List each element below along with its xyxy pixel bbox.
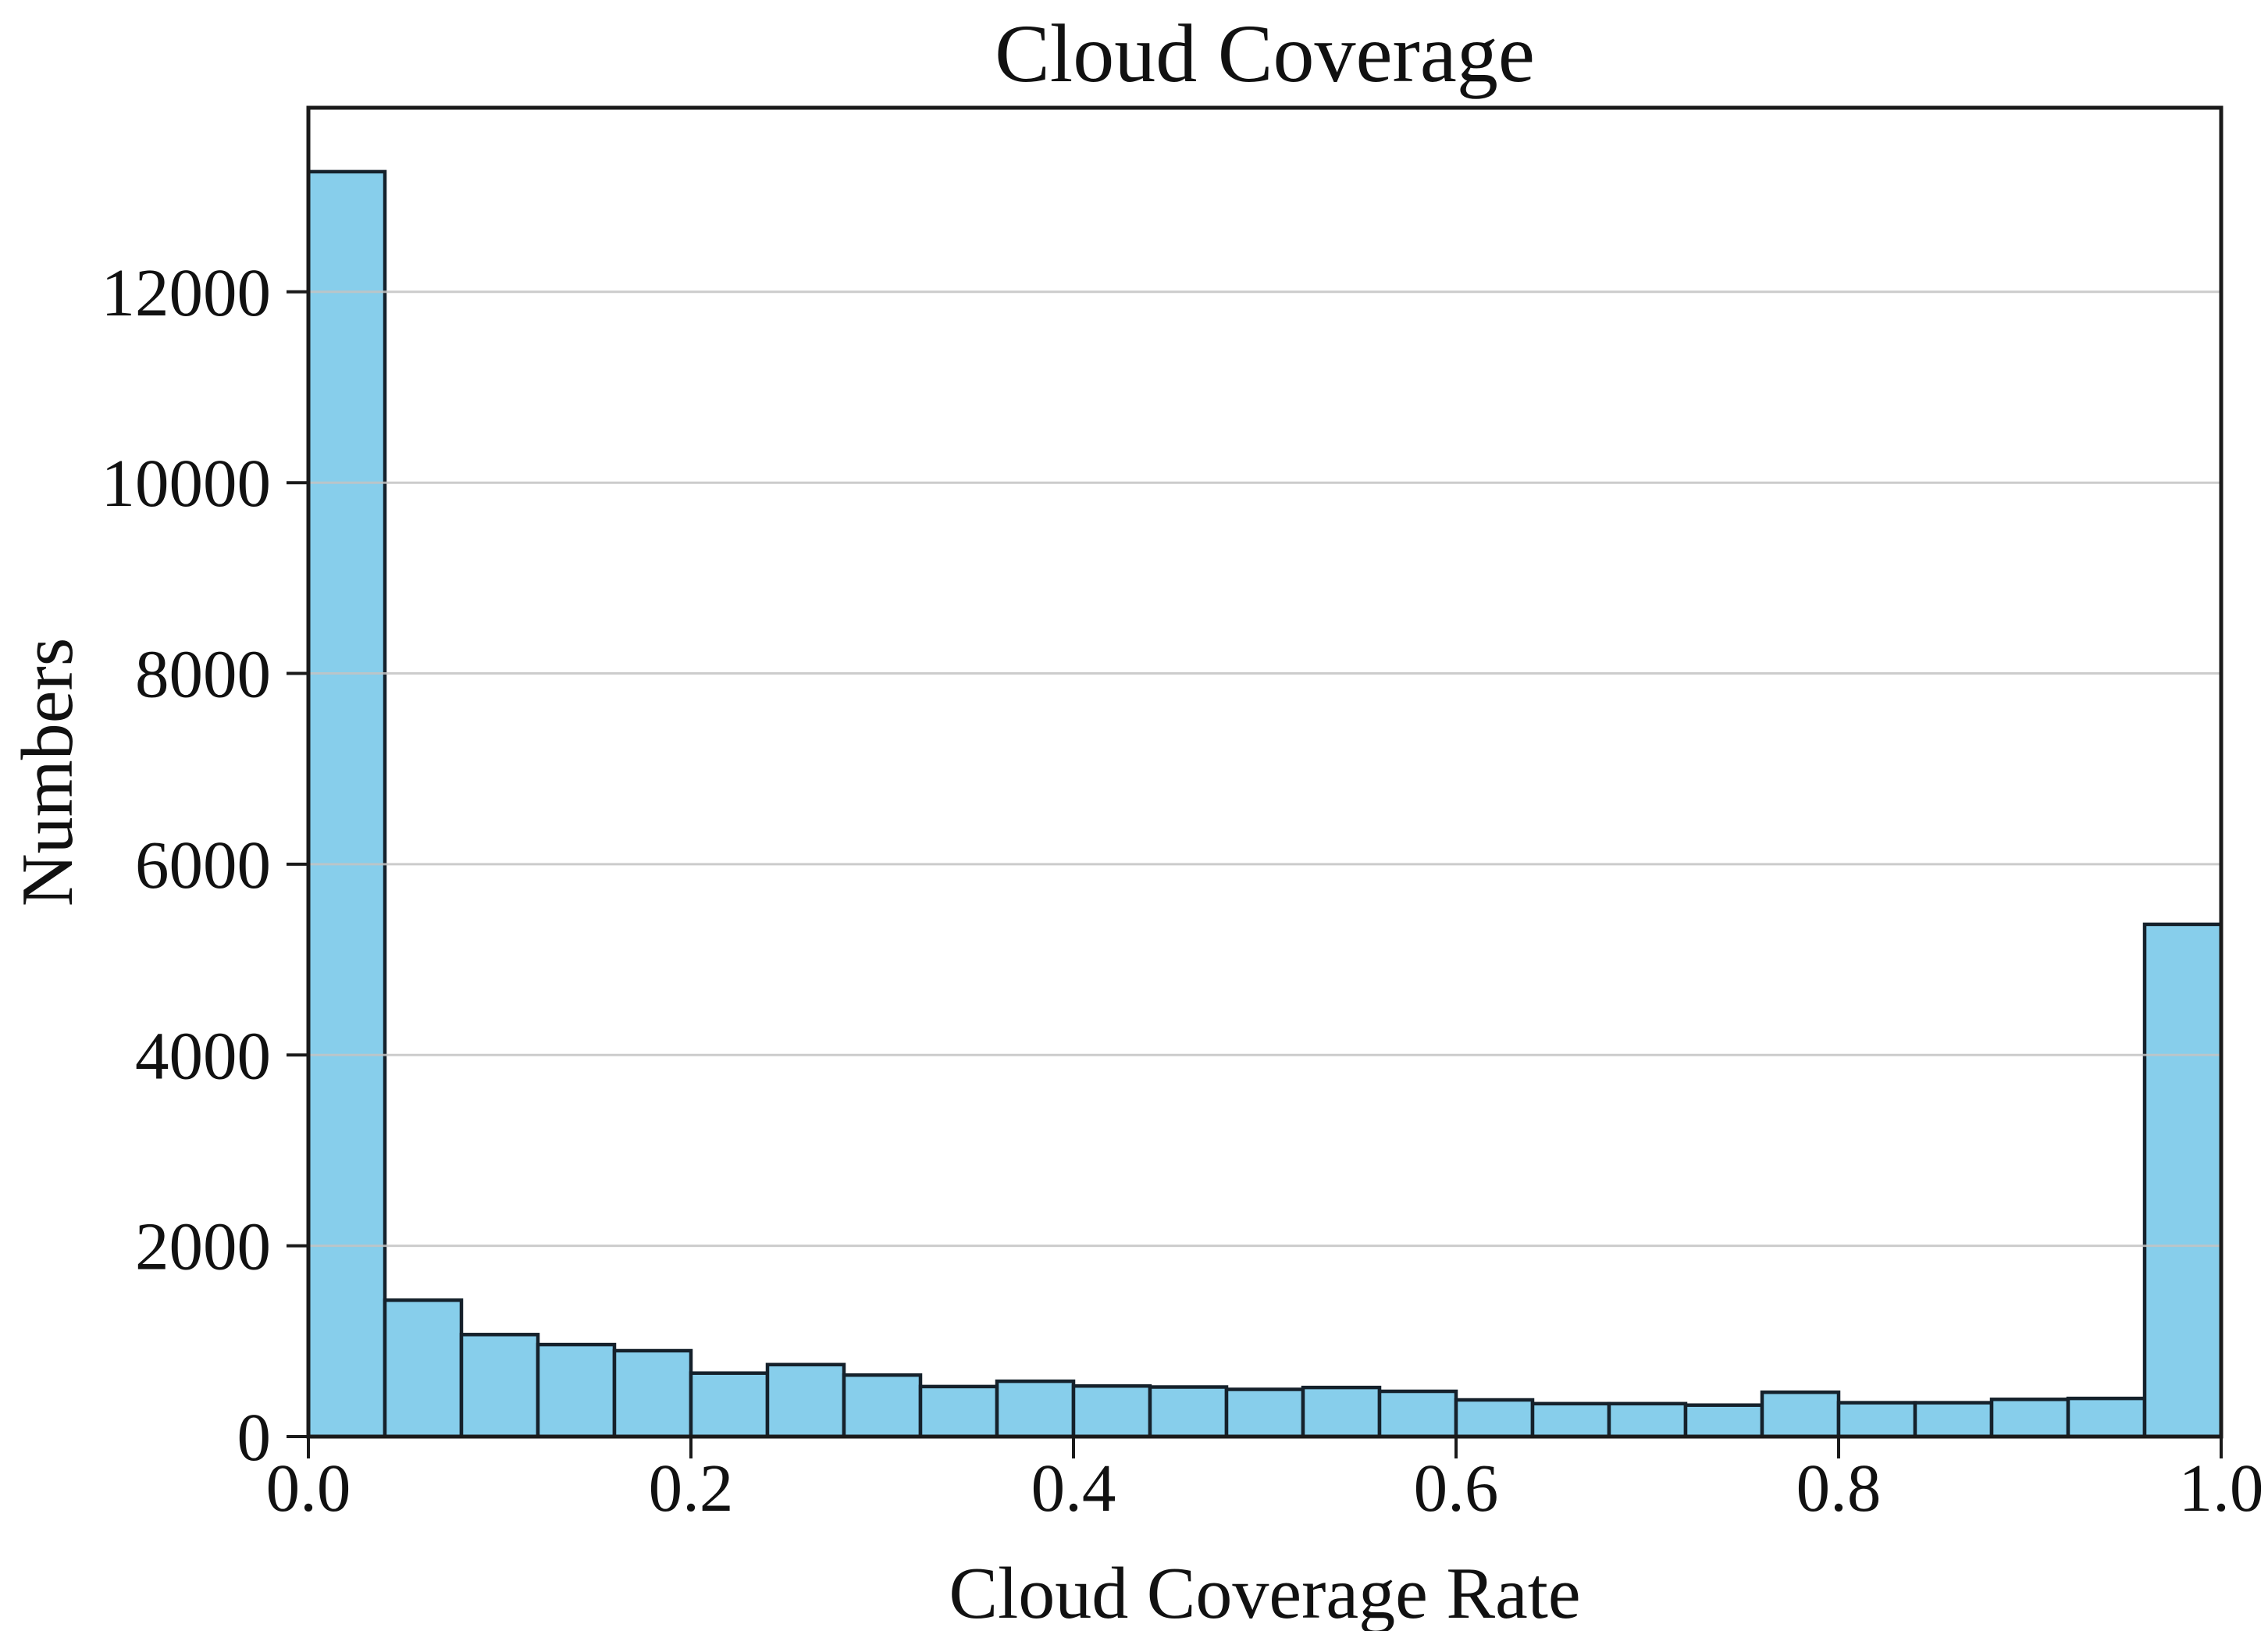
x-tick-label: 0.6 — [1414, 1450, 1499, 1526]
ticks-layer — [287, 290, 2223, 1458]
histogram-bar — [1454, 1398, 1535, 1439]
histogram-bar — [383, 1298, 464, 1439]
histogram-bar — [306, 169, 387, 1439]
histogram-bar — [1683, 1403, 1764, 1439]
x-tick-label: 0.0 — [266, 1450, 351, 1526]
y-tick-label: 8000 — [135, 636, 271, 712]
bars-layer — [306, 169, 2223, 1439]
histogram-bar — [1301, 1385, 1382, 1439]
histogram-bar — [2066, 1396, 2147, 1439]
histogram-bar — [995, 1379, 1076, 1439]
x-tick-label: 1.0 — [2179, 1450, 2264, 1526]
x-axis-label: Cloud Coverage Rate — [949, 1553, 1580, 1631]
histogram-bar — [1148, 1385, 1229, 1439]
y-tick-label: 6000 — [135, 827, 271, 903]
plot-border — [306, 105, 2223, 1439]
histogram-bar — [1913, 1401, 1994, 1439]
histogram-bar — [536, 1342, 617, 1439]
histogram-bar — [1760, 1390, 1841, 1439]
x-tick-label: 0.8 — [1796, 1450, 1882, 1526]
histogram-bar — [612, 1348, 693, 1439]
histogram-bar — [1530, 1401, 1611, 1439]
histogram-bar — [1836, 1401, 1917, 1439]
y-tick-label: 2000 — [135, 1209, 271, 1284]
y-tick-label: 12000 — [101, 255, 272, 330]
x-tick-label: 0.4 — [1031, 1450, 1116, 1526]
histogram-bar — [842, 1373, 923, 1439]
gridlines-layer — [308, 290, 2221, 1248]
y-axis-label: Numbers — [7, 638, 88, 907]
tick-labels-layer: 0 2000 4000 6000 8000 10000 12000 0.0 0.2 0.4 0.6 0… — [101, 255, 2264, 1526]
histogram-bar — [1377, 1389, 1458, 1439]
y-tick-label: 10000 — [101, 445, 272, 521]
histogram-bar — [689, 1371, 770, 1439]
y-tick-label: 0 — [237, 1399, 272, 1475]
histogram-bar — [1071, 1384, 1152, 1439]
x-tick-label: 0.2 — [649, 1450, 734, 1526]
histogram-bar — [1989, 1398, 2070, 1439]
histogram-bar — [765, 1362, 846, 1439]
y-tick-label: 4000 — [135, 1017, 271, 1093]
histogram-bar — [1224, 1387, 1305, 1439]
histogram-bar — [918, 1384, 999, 1439]
histogram-bar — [2142, 922, 2223, 1439]
chart-title: Cloud Coverage — [995, 8, 1535, 99]
histogram-bar — [1607, 1401, 1688, 1439]
histogram-bar — [459, 1333, 540, 1439]
